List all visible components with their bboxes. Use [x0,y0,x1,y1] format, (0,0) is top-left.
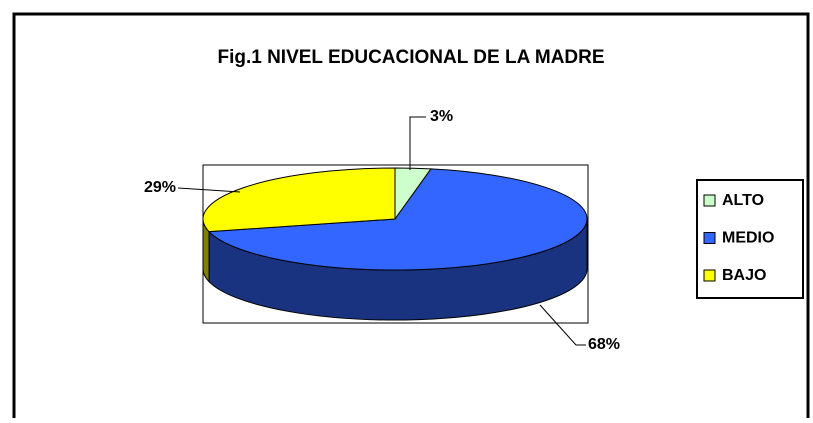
chart-title: Fig.1 NIVEL EDUCACIONAL DE LA MADRE [217,47,604,68]
data-label: 3% [430,108,453,125]
leader-line [177,187,241,193]
pie-slice [202,167,396,233]
legend-label: MEDIO [722,230,774,247]
pie-slice [207,168,588,271]
legend-label: ALTO [722,192,764,209]
leader-line [539,304,586,346]
leader-line [409,116,426,170]
data-label: 29% [144,179,176,196]
legend-swatch [703,269,716,282]
legend-swatch [703,194,716,207]
data-label: 68% [588,336,620,353]
legend-swatch [703,232,716,244]
legend-label: BAJO [722,267,766,284]
